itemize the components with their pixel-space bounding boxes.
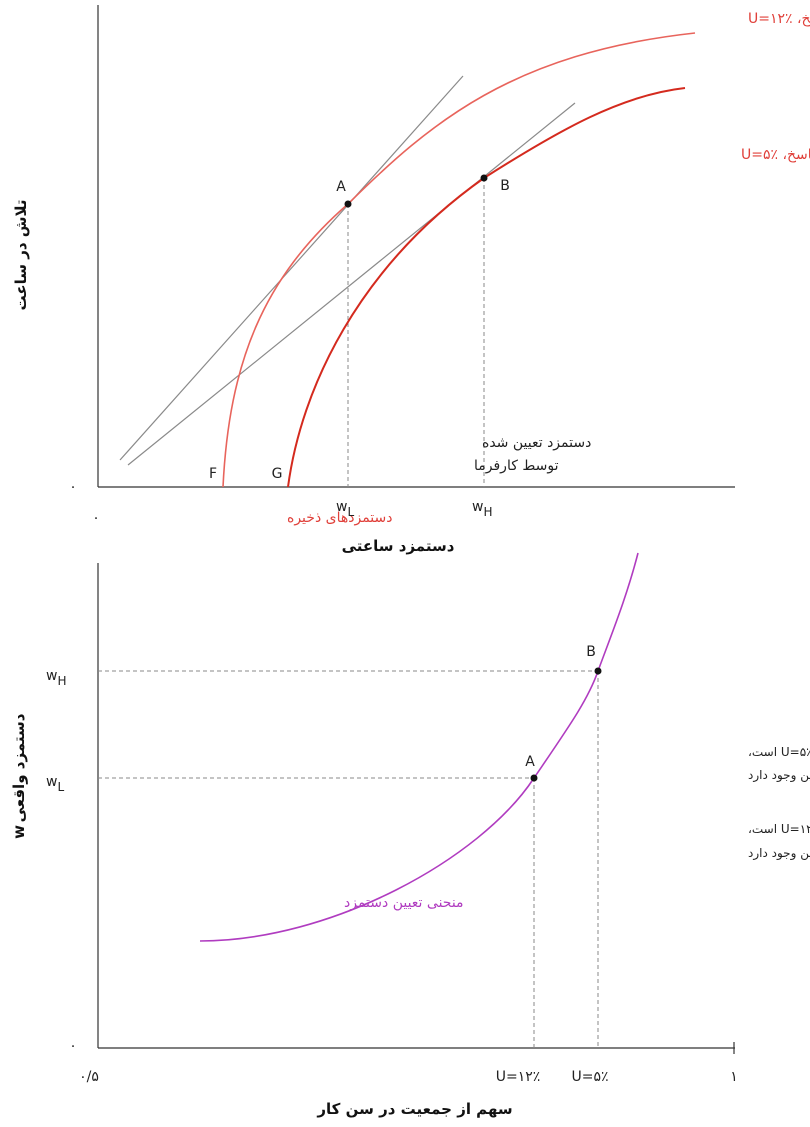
top-x-origin-label: ۰: [92, 510, 100, 526]
point-a-label: A: [336, 179, 346, 195]
top-chart: A B F G منحنی بهترین پاسخ، U=۱۲٪ منحنی ب…: [12, 5, 810, 555]
point-b-label: B: [500, 178, 510, 194]
note-u5-line1: در نقطه ای که U=۵٪ است،: [748, 745, 810, 760]
point-a-dot: [344, 200, 352, 208]
point-a-dot-bottom: [530, 774, 538, 782]
tangent-line-a: [119, 75, 464, 461]
point-b-dot: [480, 174, 488, 182]
series-label-12: منحنی بهترین پاسخ، U=۱۲٪: [748, 11, 810, 27]
bottom-chart: A B منحنی تعیین دستمزد در نقطه ای که U=۵…: [10, 552, 810, 1118]
bottom-y-origin-label: ۰: [69, 1038, 77, 1054]
tick-wl-bottom: wL: [46, 774, 64, 794]
bottom-x-axis-title: سهم از جمعیت در سن کار: [316, 1100, 512, 1118]
note-u12-line1: در نقطه ای که U=۱۲٪ است،: [748, 822, 810, 837]
wage-setting-label: منحنی تعیین دستمزد: [344, 895, 464, 911]
series-label-5: منحنی بهترین پاسخ، U=۵٪: [741, 147, 810, 163]
employer-annotation-line2: توسط کارفرما: [474, 458, 559, 474]
employer-annotation-line1: دستمزد تعیین شده: [482, 435, 591, 451]
wage-setting-curve: [199, 552, 639, 942]
top-x-axis-title: دستمزد ساعتی: [342, 537, 455, 555]
tick-wh-top: wH: [472, 499, 492, 519]
best-response-curve-12: [222, 32, 696, 488]
tick-half: ۰/۵: [79, 1069, 99, 1085]
bottom-y-axis-symbol: w: [10, 825, 28, 839]
tangent-line-b: [127, 102, 576, 466]
top-y-origin-label: ۰: [69, 479, 77, 495]
point-a-label-bottom: A: [525, 754, 535, 770]
best-response-curve-5: [287, 87, 686, 488]
note-u5-line2: دستمزد پایین وجود دارد: [748, 768, 810, 783]
bottom-y-axis-title: دستمزد واقعی: [10, 713, 28, 822]
point-b-label-bottom: B: [586, 644, 596, 660]
point-b-dot-bottom: [594, 667, 602, 675]
reservation-wage-label: دستمزدهای ذخیره: [287, 510, 392, 526]
tick-wh-bottom: wH: [46, 668, 66, 688]
point-g-label: G: [272, 466, 283, 482]
top-y-axis-title: تلاش در ساعت: [12, 199, 30, 310]
note-u12-line2: دستمزد پایین وجود دارد: [748, 846, 810, 861]
tick-u12: U=۱۲٪: [496, 1069, 541, 1085]
tick-u5: U=۵٪: [571, 1069, 608, 1085]
tick-one: ۱: [730, 1069, 738, 1085]
tick-wl-top: wL: [336, 499, 354, 519]
point-f-label: F: [209, 466, 217, 482]
